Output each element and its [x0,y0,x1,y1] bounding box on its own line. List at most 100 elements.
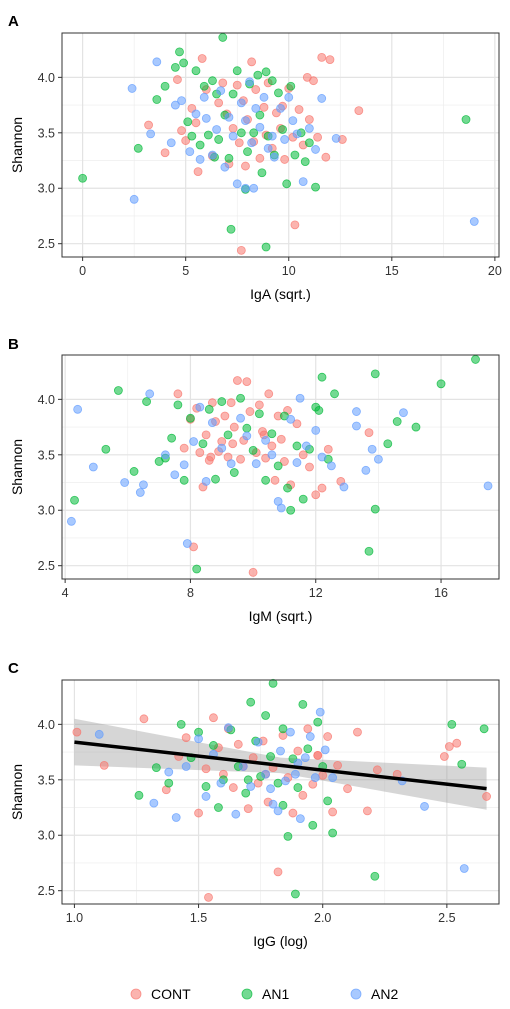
point-an1 [201,782,211,791]
point-cont [452,738,462,748]
y-axis-title: Shannon [9,117,25,173]
point-an2 [171,813,181,822]
point-an2 [266,784,275,794]
point-an2 [281,776,290,786]
point-cont [259,102,269,112]
point-an1 [261,67,271,77]
point-an2 [317,452,327,462]
point-an1 [283,483,292,493]
point-an1 [223,430,233,440]
point-cont [234,138,244,148]
plot-border [61,354,500,580]
point-an1 [261,475,271,485]
panel-c: C 1.0 1.5 2.0 2.5 2.5 3.0 3.5 4.0 IgG (log) Shanno… [8,660,500,949]
point-cont [273,867,283,877]
point-an1 [370,871,380,881]
point-an2 [286,414,296,424]
point-an2 [226,459,236,469]
point-cont [194,808,203,818]
point-an2 [269,152,279,162]
point-cont [181,136,191,145]
point-an1 [113,386,123,395]
point-cont [99,760,109,770]
point-an1 [187,131,197,141]
point-an1 [273,461,283,471]
point-an2 [120,478,130,487]
point-an1 [129,467,139,476]
point-an1 [179,475,189,485]
point-an1 [224,153,234,163]
x-axis-title: IgM (sqrt.) [249,608,313,624]
point-an1 [370,504,380,514]
point-an2 [288,116,298,126]
point-an2 [255,122,265,132]
y-tick-label: 3.0 [38,504,55,518]
plot-background [62,33,499,257]
point-an1 [257,168,267,178]
point-an1 [170,62,180,72]
point-an2 [164,767,174,777]
point-an1 [311,182,320,192]
point-an1 [173,400,183,410]
plot-border [61,679,500,905]
point-cont [311,490,321,500]
y-tick-label: 4.0 [38,393,55,407]
point-an1 [226,224,236,234]
point-an2 [290,769,300,779]
point-an2 [273,806,283,816]
point-an1 [300,157,310,167]
panel-letter: B [8,336,19,353]
panel-letter: A [8,13,19,30]
point-cont [292,419,302,429]
point-cont [218,78,228,88]
point-an1 [249,128,259,138]
point-cont [233,739,243,749]
point-an2 [242,431,252,441]
point-an1 [447,719,457,729]
point-an2 [241,183,250,193]
point-an1 [101,444,111,454]
point-an1 [298,699,308,709]
point-an2 [367,444,377,454]
regression-line [74,740,487,791]
point-an2 [199,92,209,102]
point-an1 [214,803,223,812]
point-an1 [152,95,162,104]
point-an2 [469,217,479,226]
point-an1 [330,389,339,399]
point-an2 [267,131,277,141]
point-cont [318,770,328,780]
point-an2 [268,799,278,809]
point-an1 [308,820,318,830]
point-cont [232,80,242,90]
point-cont [364,428,374,438]
point-an2 [459,864,469,873]
point-an2 [246,782,256,791]
point-an2 [245,77,254,87]
point-cont [201,430,211,440]
x-tick-label: 1.5 [190,911,207,925]
point-an2 [399,408,408,418]
y-tick-label: 3.0 [38,829,55,843]
point-an2 [247,138,257,148]
x-tick-label: 4 [62,586,69,600]
point-cont [144,120,153,130]
point-cont [293,746,303,756]
point-an2 [328,773,338,782]
point-an1 [290,150,300,160]
point-an2 [280,135,290,144]
point-cont [173,389,183,399]
point-an1 [214,135,224,144]
point-an1 [274,88,283,98]
point-an1 [479,724,489,734]
point-cont [305,462,314,472]
panel-a: A 0 5 10 15 20 2.5 3.0 3.5 4.0 IgA (sqrt.) Shannon [8,13,502,302]
point-an2 [88,462,98,472]
y-tick-label: 3.5 [38,126,55,140]
point-an1 [286,81,296,91]
x-tick-label: 2.0 [314,911,331,925]
point-an1 [278,125,287,134]
point-cont [354,106,364,116]
point-an2 [129,194,139,204]
point-cont [197,54,207,63]
